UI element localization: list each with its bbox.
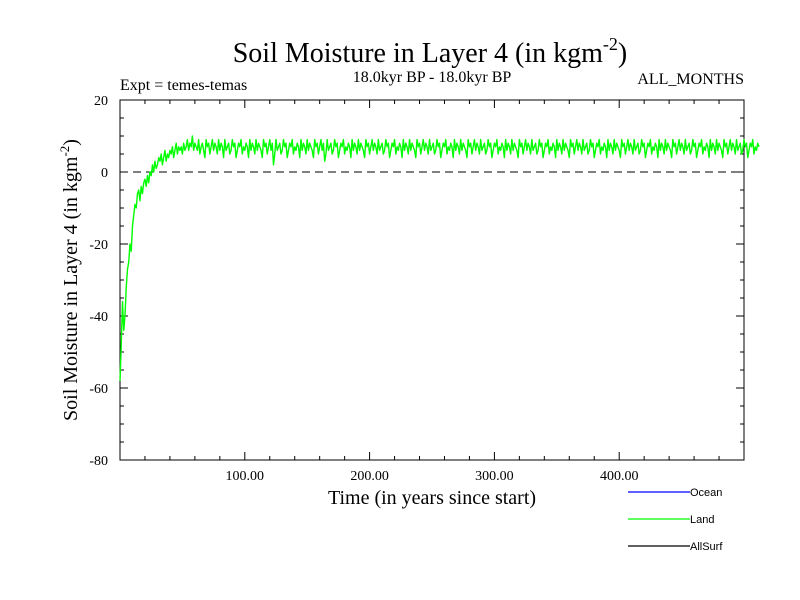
legend: Ocean Land AllSurf — [628, 487, 723, 553]
legend-label-allsurf: AllSurf — [690, 541, 723, 553]
legend-label-land: Land — [690, 514, 714, 526]
axis-ticks: -80 -60 -40 -20 0 20 100.00 200.00 300.00 400.00 — [89, 94, 744, 484]
subtitle-months: ALL_MONTHS — [637, 71, 744, 88]
chart-title: Soil Moisture in Layer 4 (in kgm-2) — [233, 34, 628, 69]
y-tick-label: 0 — [101, 166, 108, 181]
legend-label-ocean: Ocean — [690, 487, 722, 499]
series-group — [119, 135, 760, 381]
x-tick-label: 200.00 — [350, 469, 389, 484]
x-tick-label: 400.00 — [600, 469, 639, 484]
plot-frame — [119, 99, 745, 461]
y-tick-label: -80 — [89, 454, 108, 469]
subtitle-expt: Expt = temes-temas — [120, 77, 247, 94]
subtitle-period: 18.0kyr BP - 18.0kyr BP — [353, 69, 512, 86]
y-tick-label: -40 — [89, 310, 108, 325]
x-axis-label: Time (in years since start) — [328, 487, 536, 509]
x-tick-label: 300.00 — [475, 469, 514, 484]
series-line-land — [119, 135, 760, 381]
y-axis-label: Soil Moisture in Layer 4 (in kgm-2) — [57, 139, 82, 421]
y-tick-label: -20 — [89, 238, 108, 253]
x-tick-label: 100.00 — [226, 469, 265, 484]
y-tick-label: 20 — [94, 94, 108, 109]
y-tick-label: -60 — [89, 382, 108, 397]
